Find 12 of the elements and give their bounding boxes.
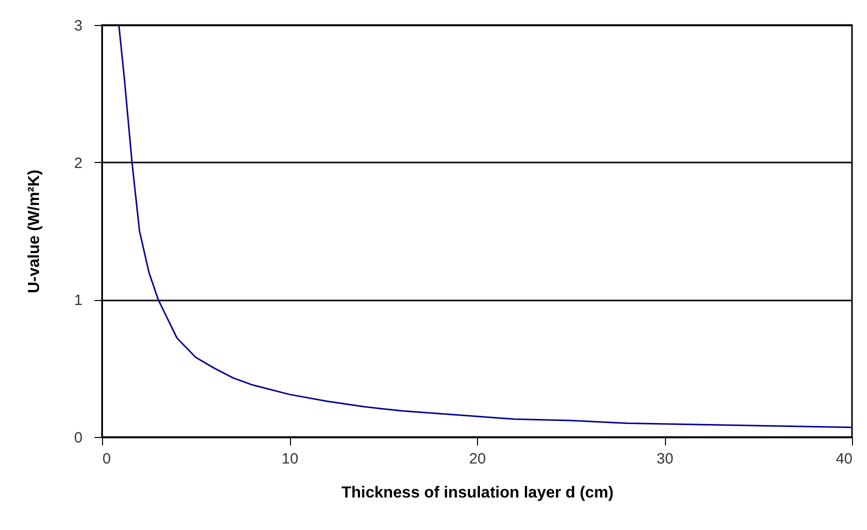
y-tick-label: 3 xyxy=(74,18,82,34)
y-axis-title: U-value (W/m²K) xyxy=(26,170,44,294)
x-axis-title: Thickness of insulation layer d (cm) xyxy=(341,484,614,502)
x-tick-label: 0 xyxy=(102,450,111,468)
x-tick-label: 40 xyxy=(836,450,852,468)
x-tick-label: 10 xyxy=(282,450,298,468)
y-tick-label: 1 xyxy=(74,292,82,310)
y-tick-label: 2 xyxy=(74,154,82,172)
x-tick-label: 20 xyxy=(469,450,486,468)
x-tick-label: 30 xyxy=(656,450,674,468)
y-tick-label: 0 xyxy=(74,430,82,446)
line-series xyxy=(118,25,852,428)
